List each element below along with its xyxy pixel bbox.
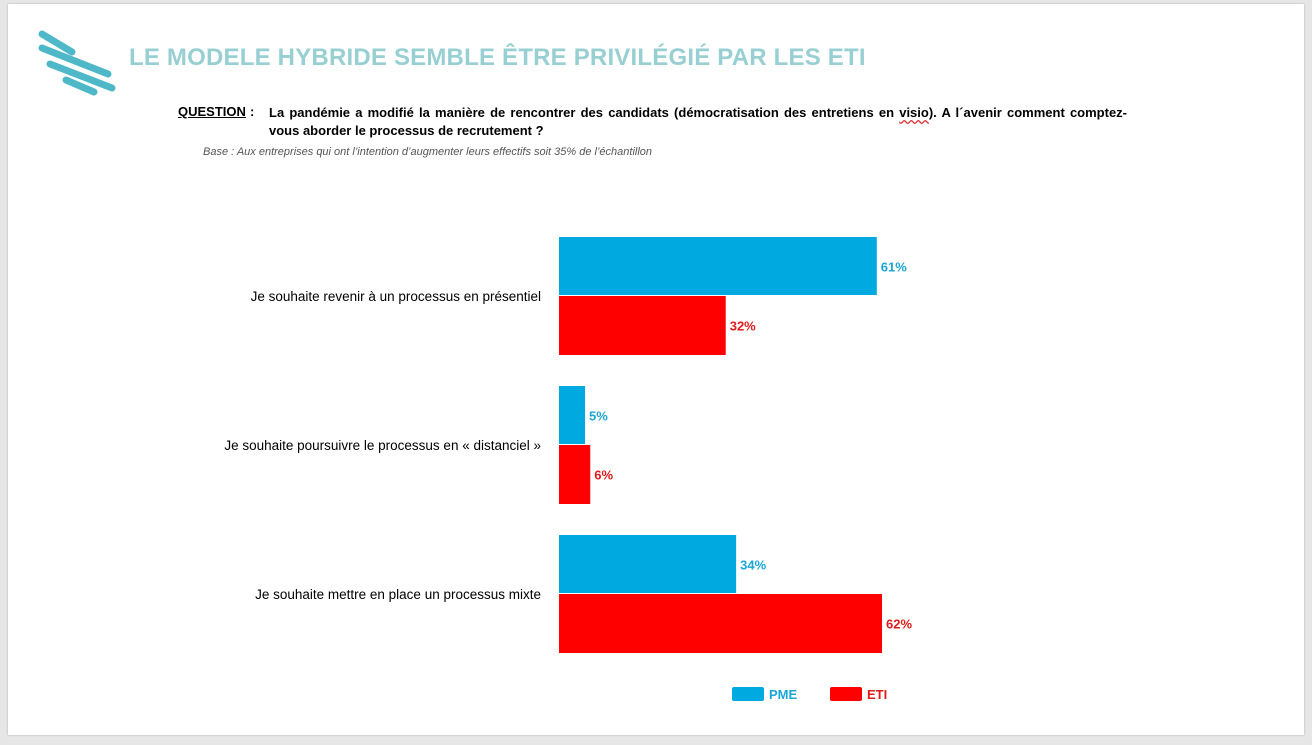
category-label: Je souhaite revenir à un processus en pr… [251, 289, 541, 304]
data-label-eti: 6% [594, 468, 613, 483]
page-title: LE MODELE HYBRIDE SEMBLE ÊTRE PRIVILÉGIÉ… [129, 44, 866, 71]
data-label-eti: 62% [886, 617, 912, 632]
bar-eti [559, 445, 591, 504]
question-label: QUESTION [178, 104, 246, 119]
bar-eti [559, 296, 726, 355]
data-label-eti: 32% [730, 319, 756, 334]
category-label: Je souhaite poursuivre le processus en «… [224, 438, 541, 453]
legend-label-pme: PME [769, 687, 798, 702]
legend-swatch-eti [830, 687, 862, 701]
bar-pme [559, 386, 586, 444]
question-colon: : [250, 104, 255, 119]
bar-pme [559, 237, 877, 295]
data-label-pme: 5% [589, 409, 608, 424]
data-label-pme: 34% [740, 558, 766, 573]
base-note: Base : Aux entreprises qui ont l’intenti… [203, 146, 653, 158]
legend-label-eti: ETI [867, 687, 887, 702]
question-text-part-1: La pandémie a modifié la manière de renc… [269, 105, 900, 120]
data-label-pme: 61% [881, 260, 907, 275]
question-text-spellcheck-word: visio [899, 105, 929, 120]
stripes-logo-icon [38, 30, 116, 96]
bar-pme [559, 535, 737, 593]
category-label: Je souhaite mettre en place un processus… [255, 587, 541, 602]
bar-eti [559, 594, 883, 653]
question-text-part-2: ). A l´avenir comment comptez-vous abord… [269, 105, 1128, 138]
legend-swatch-pme [732, 687, 764, 701]
question-text: La pandémie a modifié la manière de renc… [269, 104, 1127, 140]
